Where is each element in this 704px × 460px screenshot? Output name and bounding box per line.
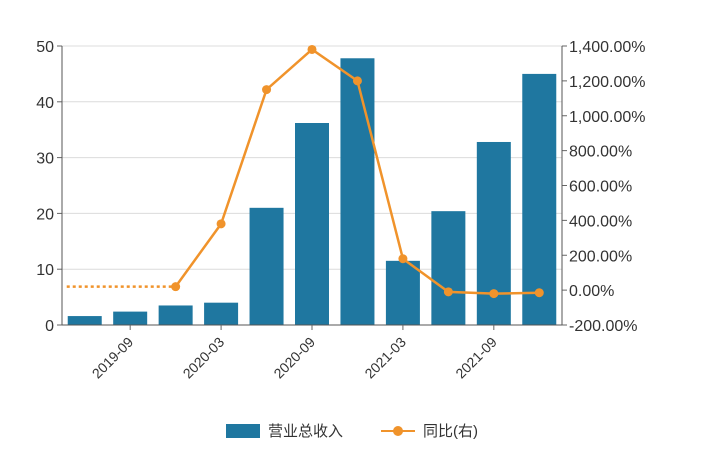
- line-point: [489, 289, 499, 299]
- bar: [249, 207, 284, 325]
- bar: [158, 305, 193, 325]
- legend-bar-label: 营业总收入: [267, 423, 343, 440]
- line-point: [307, 44, 317, 54]
- legend-bar-swatch: [225, 423, 260, 438]
- y-right-tick-label: 800.00%: [569, 144, 632, 161]
- legend: 营业总收入 同比(右): [0, 420, 704, 441]
- line-point: [352, 76, 362, 86]
- bar: [340, 58, 375, 325]
- bar: [295, 123, 329, 325]
- legend-line-swatch: [381, 424, 415, 438]
- x-tick-label: 2020-03: [180, 334, 228, 382]
- axes: [57, 45, 567, 330]
- y-right-tick-label: 1,200.00%: [569, 74, 646, 91]
- y-left-tick-label: 30: [36, 151, 54, 168]
- y-right-tick-label: 0.00%: [569, 283, 614, 300]
- y-right-tick-label: 1,000.00%: [569, 109, 646, 126]
- y-right-tick-label: 1,400.00%: [569, 39, 646, 56]
- legend-item-line[interactable]: 同比(右): [381, 420, 478, 441]
- bar-series: [67, 58, 557, 326]
- line-point: [534, 288, 544, 298]
- y-right-tick-label: 200.00%: [569, 248, 632, 265]
- legend-item-bar[interactable]: 营业总收入: [225, 420, 343, 441]
- bar: [67, 316, 102, 325]
- y-left-tick-label: 20: [36, 206, 54, 223]
- y-right-tick-label: -200.00%: [569, 318, 638, 335]
- line-point: [216, 219, 226, 229]
- bar: [431, 211, 466, 325]
- bar: [113, 311, 148, 325]
- y-left-tick-label: 0: [45, 318, 54, 335]
- line-point: [398, 254, 408, 264]
- x-tick-label: 2020-09: [270, 334, 318, 382]
- x-tick-label: 2019-09: [89, 334, 137, 382]
- bar: [522, 73, 557, 326]
- y-left-tick-label: 50: [36, 39, 54, 56]
- y-left-tick-label: 40: [36, 95, 54, 112]
- bar: [204, 302, 239, 325]
- y-right-tick-label: 400.00%: [569, 213, 632, 230]
- line-point: [443, 287, 453, 297]
- y-left-tick-label: 10: [36, 262, 54, 279]
- bar: [385, 260, 420, 325]
- combo-chart: 0 10 20 30 40 50 -200.00% 0.00% 200.00% 400.00% 60…: [36, 39, 646, 382]
- y-right-tick-label: 600.00%: [569, 179, 632, 196]
- legend-line-label: 同比(右): [423, 423, 478, 440]
- line-series: [66, 44, 544, 299]
- line-point: [171, 282, 181, 292]
- x-tick-label: 2021-03: [361, 334, 409, 382]
- x-tick-label: 2021-09: [452, 334, 500, 382]
- line-point: [262, 85, 272, 95]
